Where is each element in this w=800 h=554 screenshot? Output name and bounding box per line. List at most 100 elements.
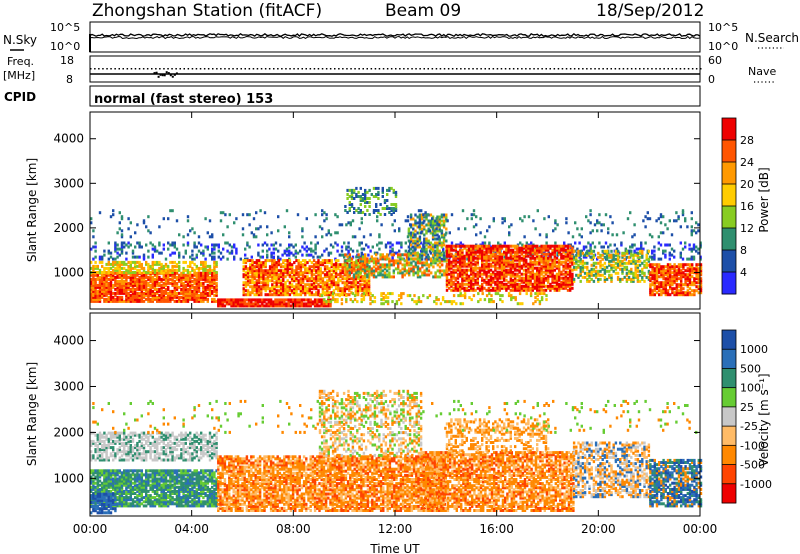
scatter-cell [283, 300, 286, 304]
scatter-cell [474, 278, 477, 282]
scatter-cell [158, 289, 161, 293]
scatter-cell [116, 268, 119, 272]
scatter-cell [158, 268, 161, 272]
scatter-cell [257, 263, 261, 267]
scatter-cell [107, 273, 110, 277]
scatter-cell [365, 289, 369, 293]
scatter-cell [511, 258, 515, 262]
scatter-cell [310, 277, 314, 281]
scatter-cell [368, 265, 371, 269]
scatter-cell [94, 281, 97, 285]
nave-dot [334, 68, 336, 70]
scatter-cell [391, 257, 394, 261]
scatter-cell [204, 293, 207, 297]
scatter-cell [147, 295, 150, 299]
scatter-cell [273, 265, 276, 269]
scatter-cell [542, 274, 545, 278]
scatter-cell [360, 251, 363, 255]
scatter-cell [175, 291, 179, 295]
scatter-cell [350, 263, 354, 267]
scatter-cell [323, 275, 327, 279]
scatter-cell [312, 249, 315, 253]
scatter-cell [566, 278, 570, 282]
scatter-cell [425, 247, 428, 251]
scatter-cell [569, 288, 572, 292]
scatter-cell [310, 249, 313, 253]
scatter-cell [213, 289, 216, 293]
scatter-cell [655, 281, 659, 285]
scatter-cell [202, 285, 205, 289]
scatter-cell [326, 271, 329, 275]
scatter-cell [339, 273, 342, 277]
scatter-cell [114, 281, 117, 285]
scatter-cell [516, 252, 519, 256]
scatter-cell [407, 245, 411, 249]
scatter-cell [321, 253, 324, 257]
scatter-cell [213, 245, 216, 249]
nave-dot [427, 68, 429, 70]
scatter-cell [520, 272, 523, 276]
scatter-cell [178, 260, 181, 264]
scatter-cell [363, 283, 366, 287]
scatter-cell [288, 261, 292, 265]
scatter-cell [184, 293, 187, 297]
scatter-cell [103, 291, 106, 295]
scatter-cell [651, 281, 654, 285]
scatter-cell [160, 297, 163, 301]
scatter-cell [326, 279, 329, 283]
scatter-cell [363, 287, 366, 291]
scatter-cell [202, 295, 205, 299]
scatter-cell [127, 245, 130, 249]
scatter-cell [134, 264, 137, 268]
scatter-cell [138, 243, 141, 247]
scatter-cell [162, 295, 165, 299]
scatter-cell [536, 270, 539, 274]
scatter-cell [386, 253, 389, 257]
scatter-cell [151, 275, 154, 279]
scatter-cell [438, 241, 441, 245]
scatter-cell [202, 249, 205, 253]
scatter-cell [316, 298, 319, 302]
scatter-cell [636, 279, 640, 283]
scatter-cell [496, 256, 499, 260]
nave-dot [553, 68, 556, 70]
nave-dot [252, 68, 255, 70]
scatter-cell [631, 245, 634, 249]
nave-dot [386, 68, 389, 70]
nave-dot [277, 68, 279, 70]
scatter-cell [284, 267, 287, 271]
scatter-cell [470, 268, 473, 272]
scatter-cell [418, 219, 422, 223]
scatter-cell [134, 273, 137, 277]
scatter-cell [516, 254, 519, 258]
scatter-cell [297, 259, 300, 263]
scatter-cell [489, 248, 493, 252]
scatter-cell [295, 267, 298, 271]
scatter-cell [666, 281, 670, 285]
scatter-cell [162, 277, 165, 281]
scatter-cell [211, 271, 214, 275]
scatter-cell [96, 297, 99, 301]
scatter-cell [252, 302, 255, 306]
scatter-cell [478, 250, 482, 254]
scatter-cell [397, 263, 400, 267]
scatter-cell [518, 264, 521, 268]
scatter-cell [361, 289, 364, 293]
scatter-cell [544, 284, 548, 288]
scatter-cell [516, 288, 519, 292]
scatter-cell [273, 271, 276, 275]
scatter-cell [125, 285, 128, 289]
scatter-cell [522, 276, 526, 280]
scatter-cell [249, 259, 252, 263]
scatter-cell [178, 285, 181, 289]
scatter-cell [251, 265, 254, 269]
scatter-cell [328, 269, 331, 273]
nave-dot [151, 68, 153, 70]
scatter-cell [680, 273, 683, 277]
scatter-cell [391, 249, 394, 253]
scatter-cell [503, 282, 506, 286]
scatter-cell [429, 221, 433, 225]
scatter-cell [94, 241, 97, 245]
scatter-cell [409, 243, 413, 247]
scatter-cell [456, 272, 460, 276]
